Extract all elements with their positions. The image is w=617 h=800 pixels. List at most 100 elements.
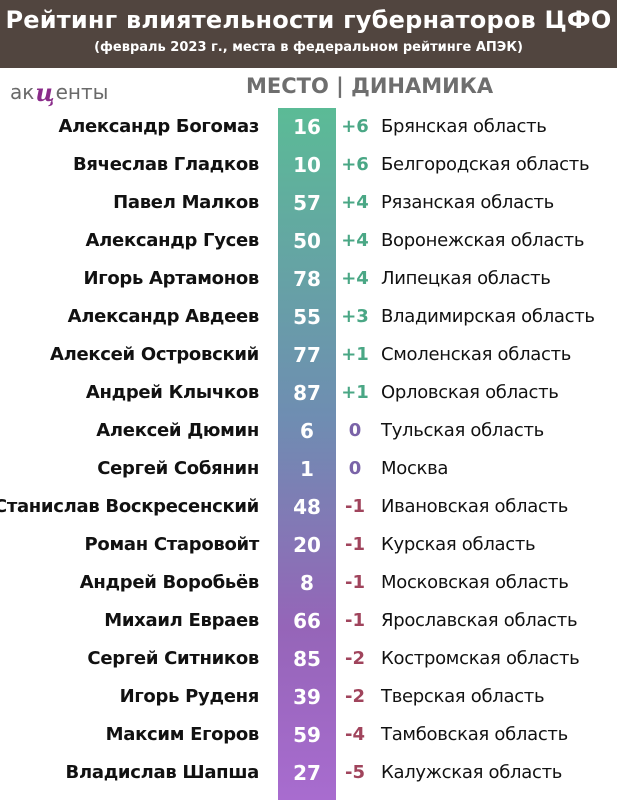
governor-name: Алексей Островский bbox=[49, 344, 259, 365]
rank-change: +6 bbox=[341, 116, 369, 137]
table-row: Владислав Шапша 27 -5 Калужская область bbox=[0, 754, 617, 792]
table-row: Максим Егоров 59 -4 Тамбовская область bbox=[0, 716, 617, 754]
header-banner: Рейтинг влиятельности губернаторов ЦФО (… bbox=[0, 0, 617, 68]
governor-name: Александр Гусев bbox=[85, 230, 260, 251]
logo-text-start: ак bbox=[10, 80, 35, 104]
table-row: Сергей Собянин 1 0 Москва bbox=[0, 450, 617, 488]
table-row: Роман Старовойт 20 -1 Курская область bbox=[0, 526, 617, 564]
governor-name: Михаил Евраев bbox=[104, 610, 259, 631]
rank-place: 1 bbox=[300, 457, 314, 481]
rank-change: +4 bbox=[341, 268, 369, 289]
governor-name: Игорь Руденя bbox=[119, 686, 260, 707]
rank-place: 87 bbox=[293, 381, 321, 405]
region-name: Москва bbox=[381, 458, 449, 479]
page-subtitle: (февраль 2023 г., места в федеральном ре… bbox=[94, 40, 523, 55]
rank-change: -2 bbox=[345, 648, 365, 669]
governor-name: Сергей Собянин bbox=[97, 458, 259, 479]
region-name: Ивановская область bbox=[381, 496, 569, 517]
region-name: Тверская область bbox=[381, 686, 545, 707]
rank-change: -5 bbox=[345, 762, 365, 783]
rank-place: 57 bbox=[293, 191, 321, 215]
governor-name: Игорь Артамонов bbox=[83, 268, 259, 289]
place-column-band bbox=[278, 108, 336, 800]
governor-name: Максим Егоров bbox=[105, 724, 260, 745]
rank-place: 10 bbox=[293, 153, 321, 177]
table-row: Александр Гусев 50 +4 Воронежская область bbox=[0, 222, 617, 260]
region-name: Орловская область bbox=[381, 382, 559, 403]
governor-name: Андрей Воробьёв bbox=[79, 572, 260, 593]
region-name: Калужская область bbox=[381, 762, 563, 783]
region-name: Тамбовская область bbox=[381, 724, 568, 745]
table-row: Павел Малков 57 +4 Рязанская область bbox=[0, 184, 617, 222]
governor-name: Александр Богомаз bbox=[58, 116, 259, 137]
region-name: Брянская область bbox=[381, 116, 547, 137]
rank-change: -1 bbox=[345, 534, 365, 555]
brand-logo: акценты bbox=[10, 76, 109, 107]
rank-change: -1 bbox=[345, 572, 365, 593]
rank-place: 39 bbox=[293, 685, 321, 709]
rank-place: 55 bbox=[293, 305, 321, 329]
page-title: Рейтинг влиятельности губернаторов ЦФО bbox=[5, 6, 612, 34]
rank-change: 0 bbox=[348, 420, 362, 441]
rank-place: 6 bbox=[300, 419, 314, 443]
rank-change: +6 bbox=[341, 154, 369, 175]
rank-place: 16 bbox=[293, 115, 321, 139]
rank-place: 66 bbox=[293, 609, 321, 633]
table-row: Станислав Воскресенский 48 -1 Ивановская об… bbox=[0, 488, 617, 526]
rank-change: -1 bbox=[345, 496, 365, 517]
rank-place: 20 bbox=[293, 533, 321, 557]
governor-name: Александр Авдеев bbox=[67, 306, 260, 327]
table-row: Андрей Воробьёв 8 -1 Московская область bbox=[0, 564, 617, 602]
rank-change: -1 bbox=[345, 610, 365, 631]
region-name: Московская область bbox=[381, 572, 569, 593]
rank-change: -2 bbox=[345, 686, 365, 707]
column-heading: МЕСТО | ДИНАМИКА bbox=[246, 74, 494, 98]
region-name: Тульская область bbox=[381, 420, 544, 441]
region-name: Воронежская область bbox=[381, 230, 585, 251]
rank-place: 27 bbox=[293, 761, 321, 785]
table-row: Алексей Дюмин 6 0 Тульская область bbox=[0, 412, 617, 450]
governor-name: Станислав Воскресенский bbox=[0, 496, 259, 517]
governor-name: Алексей Дюмин bbox=[96, 420, 259, 441]
rank-change: +4 bbox=[341, 230, 369, 251]
logo-text-end: енты bbox=[55, 80, 109, 104]
table-row: Игорь Руденя 39 -2 Тверская область bbox=[0, 678, 617, 716]
governor-name: Павел Малков bbox=[113, 192, 259, 213]
table-row: Игорь Артамонов 78 +4 Липецкая область bbox=[0, 260, 617, 298]
table-row: Сергей Ситников 85 -2 Костромская область bbox=[0, 640, 617, 678]
rank-place: 8 bbox=[300, 571, 314, 595]
region-name: Костромская область bbox=[381, 648, 580, 669]
governor-name: Владислав Шапша bbox=[65, 762, 260, 783]
governor-name: Сергей Ситников bbox=[87, 648, 259, 669]
table-row: Алексей Островский 77 +1 Смоленская область bbox=[0, 336, 617, 374]
rank-place: 48 bbox=[293, 495, 321, 519]
governor-name: Вячеслав Гладков bbox=[72, 154, 259, 175]
region-name: Белгородская область bbox=[381, 154, 590, 175]
rank-place: 50 bbox=[293, 229, 321, 253]
table-row: Александр Богомаз 16 +6 Брянская область bbox=[0, 108, 617, 146]
governor-name: Андрей Клычков bbox=[85, 382, 259, 403]
rank-place: 78 bbox=[293, 267, 321, 291]
ranking-table: Александр Богомаз 16 +6 Брянская область Вяч… bbox=[0, 108, 617, 792]
rank-change: 0 bbox=[348, 458, 362, 479]
table-row: Андрей Клычков 87 +1 Орловская область bbox=[0, 374, 617, 412]
table-row: Вячеслав Гладков 10 +6 Белгородская область bbox=[0, 146, 617, 184]
logo-mark: ц bbox=[35, 78, 55, 107]
region-name: Смоленская область bbox=[381, 344, 572, 365]
rank-place: 59 bbox=[293, 723, 321, 747]
rank-change: +1 bbox=[341, 344, 369, 365]
region-name: Курская область bbox=[381, 534, 536, 555]
region-name: Липецкая область bbox=[381, 268, 551, 289]
governor-name: Роман Старовойт bbox=[84, 534, 260, 555]
rank-change: +1 bbox=[341, 382, 369, 403]
region-name: Владимирская область bbox=[381, 306, 595, 327]
rank-place: 85 bbox=[293, 647, 321, 671]
rank-change: +3 bbox=[341, 306, 369, 327]
rank-change: -4 bbox=[345, 724, 365, 745]
rank-place: 77 bbox=[293, 343, 321, 367]
region-name: Ярославская область bbox=[381, 610, 578, 631]
table-row: Александр Авдеев 55 +3 Владимирская область bbox=[0, 298, 617, 336]
region-name: Рязанская область bbox=[381, 192, 554, 213]
rank-change: +4 bbox=[341, 192, 369, 213]
table-row: Михаил Евраев 66 -1 Ярославская область bbox=[0, 602, 617, 640]
